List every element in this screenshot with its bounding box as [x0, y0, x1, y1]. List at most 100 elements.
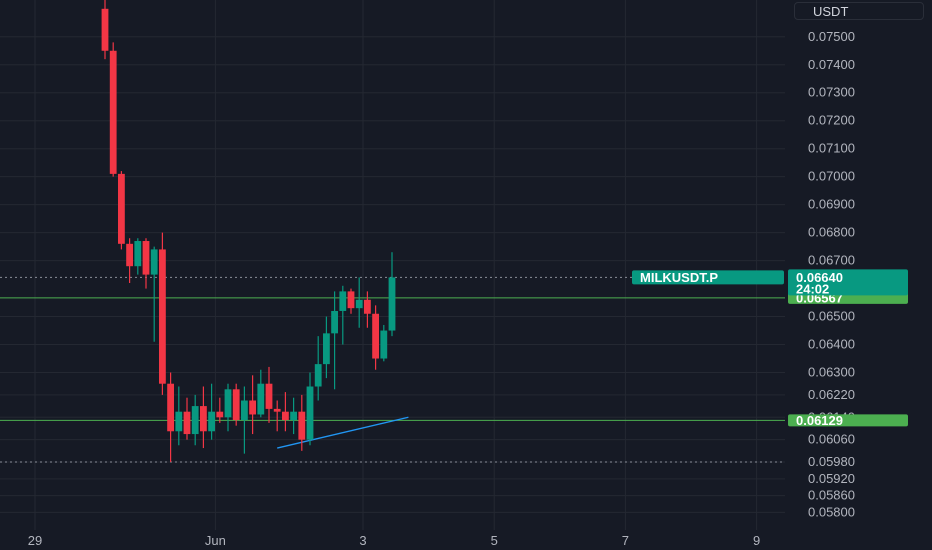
candle	[331, 291, 338, 390]
candle	[183, 397, 191, 440]
level-price-tag-text: 0.06129	[796, 413, 843, 428]
candle-body	[273, 408, 281, 412]
price-axis-label: 0.06700	[808, 253, 855, 268]
price-axis-label: 0.06060	[808, 432, 855, 447]
candle	[347, 288, 355, 314]
symbol-tag-text: MILKUSDT.P	[640, 270, 718, 285]
candle-body	[159, 249, 166, 384]
candle	[175, 386, 183, 446]
candle-body	[191, 406, 199, 435]
candle-body	[388, 277, 396, 331]
candle	[314, 336, 322, 401]
price-axis-label: 0.05860	[808, 488, 855, 503]
time-axis: 29 Jun 3 5 7 9	[28, 533, 760, 548]
candle	[265, 366, 273, 423]
candle-body	[372, 313, 379, 359]
price-axis-label: 0.05920	[808, 471, 855, 486]
candle-body	[380, 330, 388, 359]
candle-body	[298, 411, 306, 440]
price-axis-label: 0.05980	[808, 454, 855, 469]
trend-line	[277, 416, 409, 449]
time-axis-label: 7	[622, 533, 629, 548]
candle-body	[208, 411, 215, 432]
candle-body	[249, 400, 256, 415]
last-price-text: 0.06640	[796, 270, 843, 285]
level-price-tag-bg	[788, 414, 908, 427]
candle-body	[282, 411, 289, 421]
candle-body	[306, 386, 314, 440]
candle-body	[109, 50, 117, 174]
candle-body	[355, 299, 363, 309]
price-axis-label: 0.07200	[808, 113, 855, 128]
candle	[323, 316, 330, 379]
candle	[282, 392, 289, 432]
candle	[142, 238, 150, 289]
candle	[159, 232, 166, 395]
time-axis-label: Jun	[205, 533, 226, 548]
candle-body	[347, 291, 355, 309]
countdown-text: 24:02	[796, 281, 829, 296]
candle-body	[232, 389, 240, 421]
candle	[273, 400, 281, 432]
candle	[364, 291, 371, 328]
last-price-tag-bg	[788, 269, 908, 296]
price-axis-label: 0.07300	[808, 85, 855, 100]
candle	[167, 372, 174, 463]
time-axis-label: 3	[359, 533, 366, 548]
candle	[355, 277, 363, 328]
time-axis-label: 29	[28, 533, 42, 548]
candle-body	[339, 291, 347, 311]
price-axis-label: 0.06300	[808, 365, 855, 380]
candle	[224, 383, 232, 432]
level-price-tag: 0.06129	[788, 413, 908, 428]
time-axis-label: 5	[491, 533, 498, 548]
unit-selector[interactable]: USDT	[794, 2, 924, 20]
candle-body	[126, 243, 133, 267]
symbol-tag-bg	[632, 270, 784, 285]
price-axis-label: 0.07100	[808, 141, 855, 156]
candle-body	[290, 411, 297, 421]
symbol-tag: MILKUSDT.P	[632, 270, 784, 285]
candle	[372, 305, 379, 370]
price-axis-label: 0.07000	[808, 169, 855, 184]
price-axis-label: 0.07400	[808, 57, 855, 72]
candle	[306, 372, 314, 446]
candle-body	[257, 383, 265, 415]
candle-body	[101, 8, 109, 51]
price-axis-label: 0.06220	[808, 387, 855, 402]
candle-body	[241, 400, 248, 421]
candle	[118, 171, 125, 250]
candle-body	[224, 389, 232, 418]
candle	[150, 246, 158, 342]
unit-label: USDT	[813, 4, 849, 19]
candle-body	[323, 333, 330, 365]
candle	[101, 0, 109, 60]
grid	[0, 0, 785, 530]
candle-body	[167, 383, 174, 432]
candle	[249, 375, 256, 435]
candle	[109, 42, 117, 177]
candle	[232, 383, 240, 426]
price-axis-label: 0.06800	[808, 225, 855, 240]
candle-body	[150, 249, 158, 275]
candle-body	[118, 173, 125, 244]
candle-body	[142, 241, 150, 275]
candle-body	[134, 241, 142, 267]
candle-body	[314, 364, 322, 387]
candle	[339, 285, 347, 345]
candle-body	[216, 411, 224, 418]
price-axis-label: 0.06400	[808, 337, 855, 352]
candle-body	[183, 411, 191, 435]
candle	[388, 252, 396, 337]
candle	[200, 386, 207, 449]
candle	[191, 394, 199, 446]
candle	[380, 324, 388, 362]
price-axis-label: 0.06900	[808, 197, 855, 212]
candle	[257, 369, 265, 418]
candle	[134, 238, 142, 275]
time-axis-label: 9	[753, 533, 760, 548]
candles	[101, 0, 396, 463]
candle	[208, 383, 215, 440]
